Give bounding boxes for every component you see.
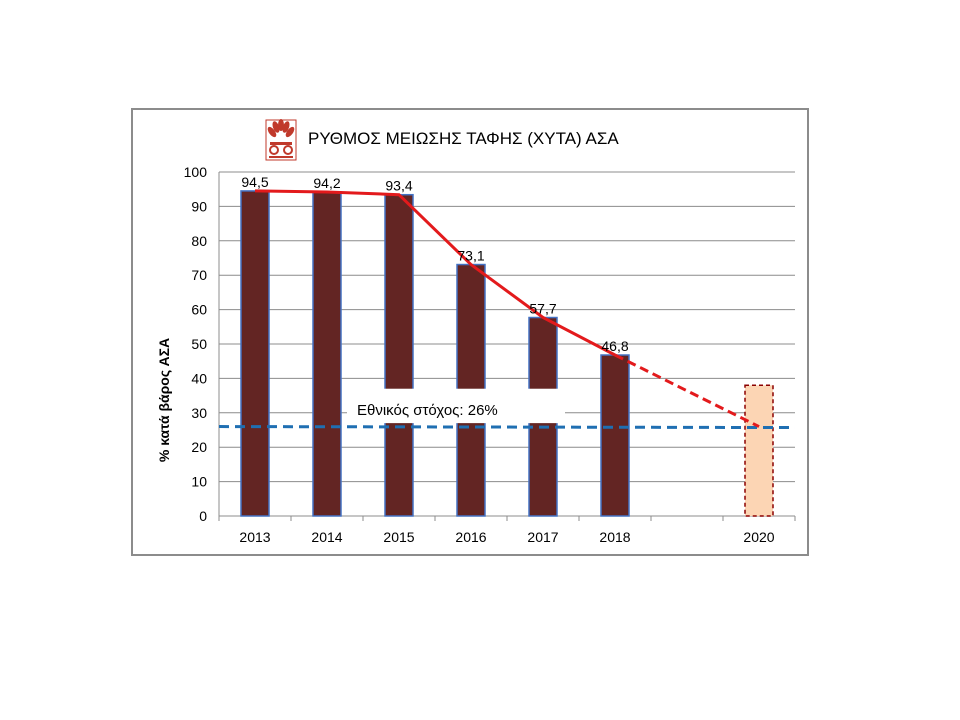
- logo-petal: [278, 119, 284, 131]
- logo-icon: [265, 119, 297, 161]
- x-tick-label: 2015: [383, 529, 414, 545]
- data-label: 46,8: [601, 338, 628, 354]
- x-tick-label: 2018: [599, 529, 630, 545]
- trend-line: [254, 189, 616, 357]
- y-tick-label: 70: [191, 267, 207, 283]
- y-tick-label: 100: [184, 164, 208, 180]
- bar: [384, 193, 414, 517]
- y-tick-label: 10: [191, 474, 207, 490]
- bar: [312, 191, 342, 517]
- y-tick-label: 40: [191, 370, 207, 386]
- bar: [240, 190, 270, 517]
- data-label: 94,2: [313, 175, 340, 191]
- logo-petal: [282, 121, 290, 133]
- x-tick-label: 2013: [239, 529, 270, 545]
- logo-petal: [267, 126, 277, 138]
- logo-petal: [272, 121, 280, 133]
- y-tick-label: 80: [191, 233, 207, 249]
- y-tick-label: 0: [199, 508, 207, 524]
- chart-frame: ΡΥΘΜΟΣ ΜΕΙΩΣΗΣ ΤΑΦΗΣ (ΧΥΤΑ) ΑΣΑ % κατά β…: [131, 108, 809, 556]
- logo-base: [269, 156, 293, 158]
- projection-line: [614, 353, 760, 428]
- logo-scroll: [283, 145, 293, 155]
- y-tick-label: 50: [191, 336, 207, 352]
- chart-svg: ΡΥΘΜΟΣ ΜΕΙΩΣΗΣ ΤΑΦΗΣ (ΧΥΤΑ) ΑΣΑ % κατά β…: [156, 119, 796, 545]
- bar: [600, 354, 630, 517]
- data-label: 94,5: [241, 174, 268, 190]
- logo-petal: [285, 126, 295, 138]
- y-tick-label: 60: [191, 302, 207, 318]
- x-tick-label: 2016: [455, 529, 486, 545]
- y-axis-label: % κατά βάρος ΑΣΑ: [156, 338, 172, 462]
- x-tick-label: 2020: [743, 529, 774, 545]
- x-tick-label: 2017: [527, 529, 558, 545]
- logo-bar: [270, 142, 292, 145]
- chart-title: ΡΥΘΜΟΣ ΜΕΙΩΣΗΣ ΤΑΦΗΣ (ΧΥΤΑ) ΑΣΑ: [308, 129, 619, 148]
- y-tick-label: 90: [191, 198, 207, 214]
- logo-scroll: [269, 145, 279, 155]
- reference-label-box: [347, 388, 565, 424]
- data-label: 57,7: [529, 301, 556, 317]
- reference-label: Εθνικός στόχος: 26%: [357, 402, 498, 419]
- y-tick-label: 20: [191, 439, 207, 455]
- target-bar: [744, 384, 774, 517]
- data-label: 93,4: [385, 178, 412, 194]
- y-tick-label: 30: [191, 405, 207, 421]
- data-label: 73,1: [457, 248, 484, 264]
- x-tick-label: 2014: [311, 529, 342, 545]
- plot-area: 0 10 20 30 40 50 60 70 80 90 100 2013 2014 2015 2016 20…: [184, 164, 796, 545]
- reference-line: [218, 425, 796, 430]
